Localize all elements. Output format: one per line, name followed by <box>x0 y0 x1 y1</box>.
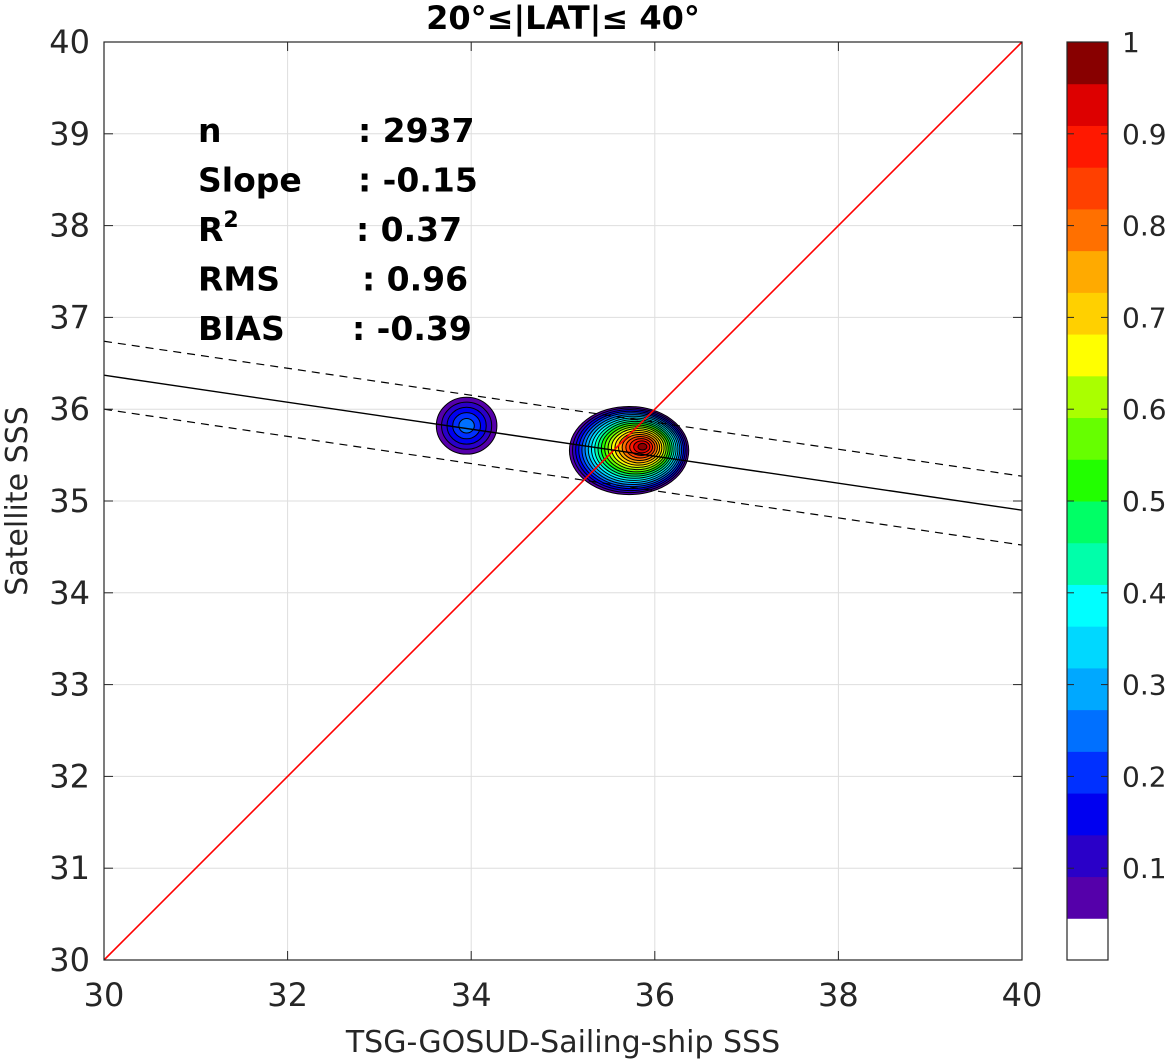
colorbar-swatch <box>1067 125 1108 168</box>
identity-line <box>103 41 1023 961</box>
y-tick-label: 31 <box>49 849 90 887</box>
stat-value: : -0.39 <box>352 309 472 348</box>
colorbar-swatch <box>1067 83 1108 126</box>
colorbar-swatch <box>1067 876 1108 919</box>
x-tick-label: 40 <box>1002 976 1043 1014</box>
colorbar-tick-label: 0.2 <box>1122 760 1167 793</box>
x-tick-label: 36 <box>634 976 675 1014</box>
density-contour-level <box>637 442 648 451</box>
colorbar-tick-label: 0.6 <box>1122 393 1167 426</box>
regression-lines <box>103 41 1023 961</box>
colorbar-tick-label: 0.4 <box>1122 577 1167 610</box>
y-tick-label: 38 <box>49 207 90 245</box>
x-tick-label: 30 <box>84 976 125 1014</box>
colorbar-swatch <box>1067 751 1108 794</box>
stat-value: : -0.15 <box>358 161 478 200</box>
colorbar-swatch <box>1067 501 1108 544</box>
y-tick-label: 32 <box>49 757 90 795</box>
fit-line <box>103 374 1023 511</box>
colorbar-swatch <box>1067 542 1108 585</box>
colorbar-tick-label: 0.8 <box>1122 210 1167 243</box>
colorbar-swatch <box>1067 918 1108 961</box>
stat-label: n <box>198 111 222 150</box>
y-tick-label: 30 <box>49 941 90 979</box>
stats-annotation: n : 2937 Slope : -0.15 R2 : 0.37 RMS : 0.96 BIAS… <box>198 111 478 348</box>
colorbar-swatch <box>1067 167 1108 210</box>
colorbar-swatch <box>1067 334 1108 377</box>
y-tick-label: 36 <box>49 390 90 428</box>
colorbar-swatch <box>1067 250 1108 293</box>
colorbar-tick-label: 0.9 <box>1122 118 1167 151</box>
density-contours <box>435 396 690 496</box>
y-tick-label: 40 <box>49 23 90 61</box>
colorbar-tick-label: 0.3 <box>1122 669 1167 702</box>
colorbar-swatch <box>1067 626 1108 669</box>
fit-bound-line <box>103 340 1023 477</box>
colorbar-tick-label: 0.5 <box>1122 485 1167 518</box>
colorbar-swatch <box>1067 584 1108 627</box>
colorbar-tick-label: 0.1 <box>1122 852 1167 885</box>
y-tick-label: 34 <box>49 574 90 612</box>
axis-ticks: 30 32 34 36 38 40 30 31 32 33 34 35 36 37 38 39 40 <box>49 23 1042 1014</box>
y-tick-label: 33 <box>49 666 90 704</box>
colorbar-swatch <box>1067 834 1108 878</box>
colorbar-swatch <box>1067 459 1108 502</box>
stat-label: Slope <box>198 161 302 200</box>
x-tick-label: 32 <box>267 976 308 1014</box>
y-tick-label: 39 <box>49 115 90 153</box>
colorbar: 0.1 0.2 0.3 0.4 0.5 0.6 0.7 0.8 0.9 1 <box>1066 26 1167 961</box>
chart-title: 20°≤|LAT|≤ 40° <box>426 0 700 38</box>
colorbar-swatch <box>1067 417 1108 460</box>
stat-label: R2 <box>198 208 239 249</box>
colorbar-swatch <box>1067 292 1108 335</box>
colorbar-swatch <box>1067 793 1108 836</box>
colorbar-tick-label: 0.7 <box>1122 301 1167 334</box>
fit-bound-line <box>103 408 1023 546</box>
density-contour-level <box>458 417 475 434</box>
stat-value: : 2937 <box>358 111 475 150</box>
colorbar-swatch <box>1067 709 1108 752</box>
colorbar-swatch <box>1067 375 1108 419</box>
stat-label: BIAS <box>198 309 285 348</box>
stat-value: : 0.96 <box>362 260 468 299</box>
y-tick-label: 35 <box>49 482 90 520</box>
y-tick-label: 37 <box>49 298 90 336</box>
x-tick-label: 34 <box>451 976 492 1014</box>
colorbar-swatch <box>1067 667 1108 711</box>
colorbar-swatch <box>1067 208 1108 252</box>
x-tick-label: 38 <box>818 976 859 1014</box>
grid-lines <box>104 42 1022 960</box>
y-axis-label: Satellite SSS <box>0 406 35 596</box>
x-axis-label: TSG-GOSUD-Sailing-ship SSS <box>345 1025 780 1060</box>
stat-label: RMS <box>198 260 280 299</box>
colorbar-swatch <box>1067 42 1108 85</box>
colorbar-tick-label: 1 <box>1122 26 1140 59</box>
stat-value: : 0.37 <box>356 210 462 249</box>
